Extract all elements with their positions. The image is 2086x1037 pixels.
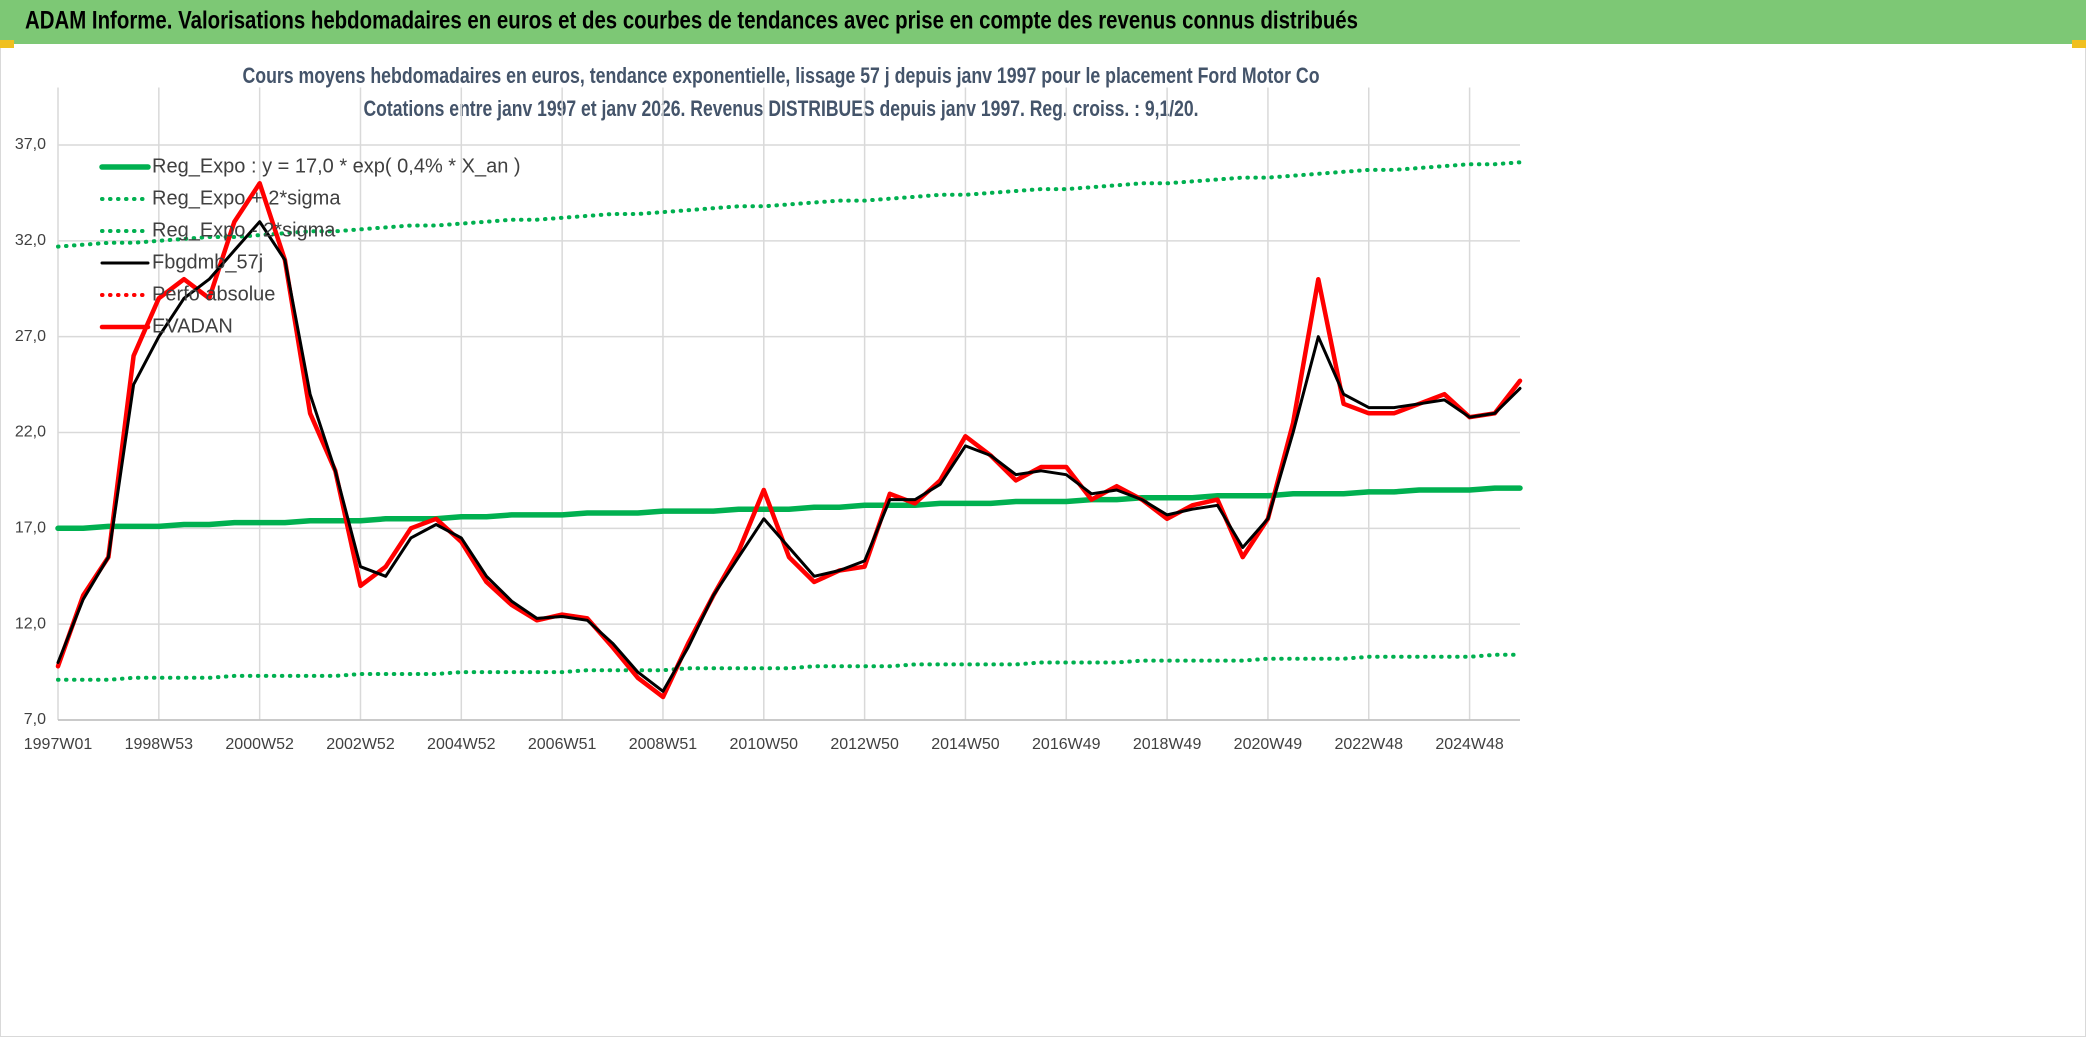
legend-label: Reg_Expo - 2*sigma (152, 219, 336, 241)
legend-label: EVADAN (152, 315, 233, 337)
x-tick-label: 2020W49 (1234, 736, 1303, 753)
legend-label: Reg_Expo : y = 17,0 * exp( 0,4% * X_an ) (152, 155, 521, 177)
x-tick-label: 1997W01 (24, 736, 93, 753)
legend: Reg_Expo : y = 17,0 * exp( 0,4% * X_an )… (99, 155, 521, 337)
legend-label: Fbgdmb_57j (152, 251, 263, 273)
y-tick-label: 17,0 (15, 520, 46, 537)
x-tick-label: 2010W50 (730, 736, 799, 753)
x-tick-label: 2004W52 (427, 736, 496, 753)
corner-mark (2072, 40, 2086, 48)
x-tick-label: 1998W53 (125, 736, 194, 753)
corner-mark (0, 40, 14, 48)
header-bar (0, 0, 2086, 44)
y-tick-label: 32,0 (15, 232, 46, 249)
y-tick-label: 7,0 (24, 711, 46, 728)
x-tick-label: 2022W48 (1335, 736, 1404, 753)
y-tick-label: 12,0 (15, 615, 46, 632)
header-title: ADAM Informe. Valorisations hebdomadaire… (25, 7, 1358, 35)
legend-label: Perfo absolue (152, 283, 275, 305)
x-tick-label: 2006W51 (528, 736, 597, 753)
series-line (56, 220, 1522, 693)
x-tick-label: 2012W50 (830, 736, 899, 753)
x-tick-label: 2008W51 (629, 736, 698, 753)
x-tick-label: 2014W50 (931, 736, 1000, 753)
legend-label: Reg_Expo + 2*sigma (152, 187, 341, 209)
x-tick-label: 2018W49 (1133, 736, 1202, 753)
x-tick-label: 2002W52 (326, 736, 395, 753)
chart-title: Cours moyens hebdomadaires en euros, ten… (243, 63, 1320, 88)
x-tick-label: 2016W49 (1032, 736, 1101, 753)
x-tick-label: 2024W48 (1435, 736, 1504, 753)
chart-subtitle: Cotations entre janv 1997 et janv 2026. … (364, 96, 1199, 121)
y-tick-label: 27,0 (15, 328, 46, 345)
y-tick-label: 37,0 (15, 136, 46, 153)
y-tick-label: 22,0 (15, 424, 46, 441)
x-tick-label: 2000W52 (225, 736, 294, 753)
plot (55, 160, 1523, 700)
